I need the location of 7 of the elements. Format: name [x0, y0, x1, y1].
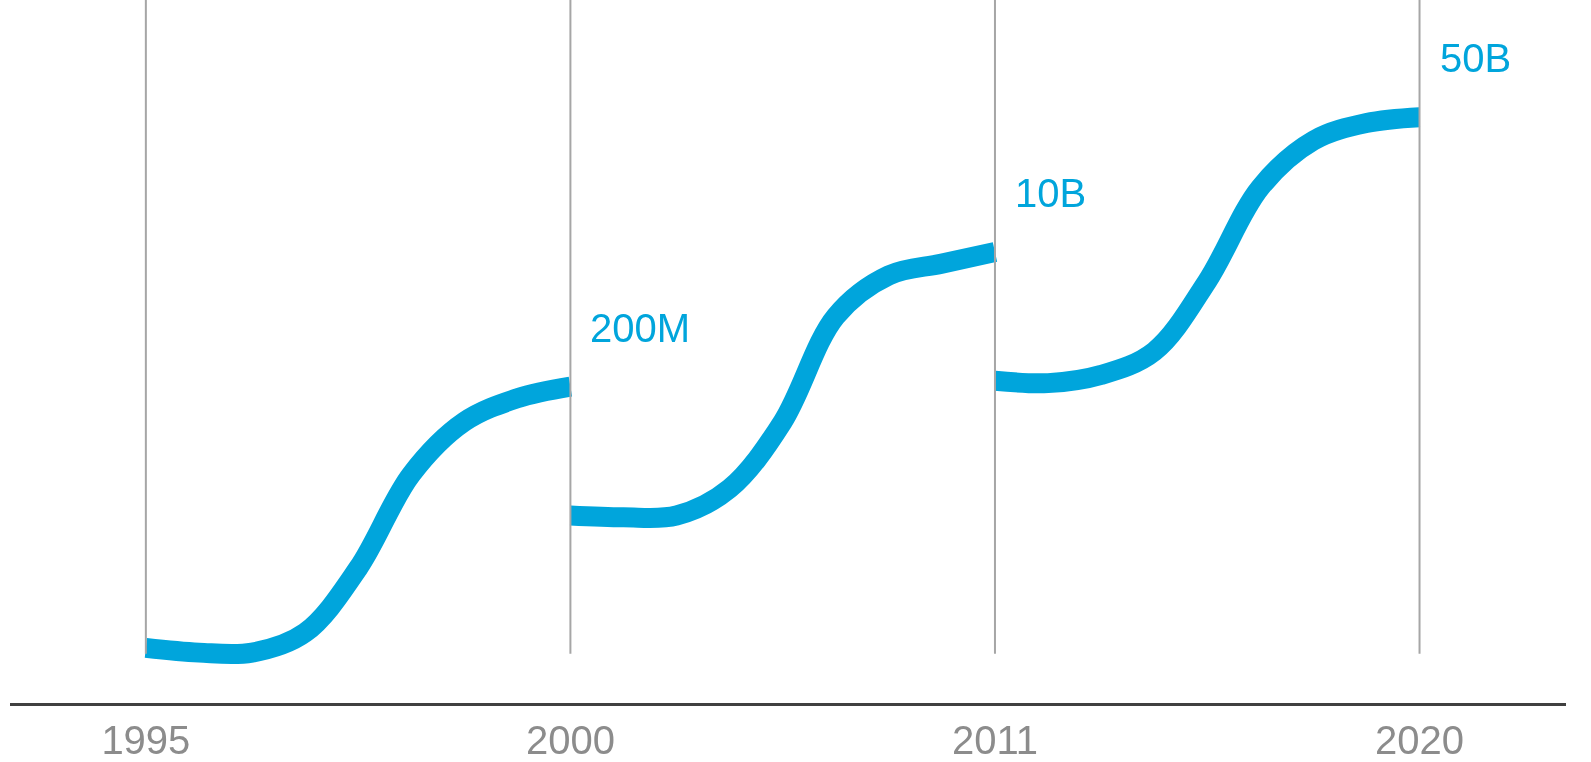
x-tick-label: 1995 [101, 718, 191, 762]
annotation: 50B [1440, 36, 1512, 80]
x-tick-label: 2000 [525, 718, 615, 762]
annotation: 200M [590, 306, 691, 350]
x-tick-label: 2020 [1375, 718, 1465, 762]
x-tick-label: 2011 [951, 718, 1038, 762]
annotation: 10B [1015, 171, 1087, 215]
